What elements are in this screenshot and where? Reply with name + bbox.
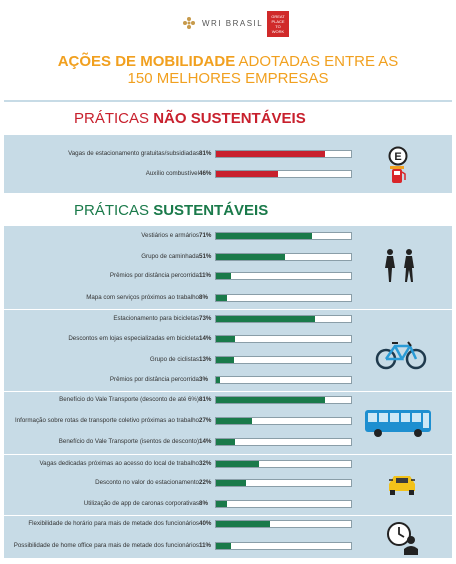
divider xyxy=(4,454,452,455)
clock-person-icon xyxy=(387,522,418,555)
bar-value-label: 14% xyxy=(199,335,212,342)
bar-track xyxy=(215,253,352,261)
bar-value-label: 11% xyxy=(199,272,212,279)
wri-logo: WRI BRASIL xyxy=(182,16,263,30)
fuel-pump-icon xyxy=(390,166,406,183)
bar-value-label: 71% xyxy=(199,232,212,239)
bar xyxy=(216,295,227,301)
bar-value-label: 11% xyxy=(199,542,212,549)
section-title-sustainable: PRÁTICAS SUSTENTÁVEIS xyxy=(74,202,269,219)
divider xyxy=(4,391,452,392)
bar-value-label: 13% xyxy=(199,356,212,363)
bar-track xyxy=(215,170,352,178)
bar-track xyxy=(215,315,352,323)
bar-track xyxy=(215,356,352,364)
bar xyxy=(216,461,260,467)
bar-label: Vagas dedicadas próximas ao acesso do lo… xyxy=(39,460,199,467)
page-title-line2: 150 MELHORES EMPRESAS xyxy=(127,70,329,87)
bar-label: Prêmios por distância percorrida xyxy=(109,272,199,279)
group-band-unsustainable xyxy=(4,135,452,193)
bar xyxy=(216,418,253,424)
bar xyxy=(216,543,231,549)
bar-label: Grupo de caminhada xyxy=(141,253,199,260)
bar-label: Auxílio combustível xyxy=(145,170,199,177)
bar-label: Estacionamento para bicicletas xyxy=(113,315,199,322)
bar-track xyxy=(215,294,352,302)
bar-label: Desconto no valor do estacionamento xyxy=(95,479,199,486)
bar-value-label: 8% xyxy=(199,500,208,507)
bar-value-label: 32% xyxy=(199,460,212,467)
bar-value-label: 40% xyxy=(199,520,212,527)
page-title-line1: AÇÕES DE MOBILIDADE ADOTADAS ENTRE AS xyxy=(57,53,399,70)
bar-label: Mapa com serviços próximos ao trabalho xyxy=(86,294,199,301)
bar-label: Descontos em lojas especializadas em bic… xyxy=(68,335,199,342)
section-title-unsustainable: PRÁTICAS NÃO SUSTENTÁVEIS xyxy=(74,110,306,127)
bar-track xyxy=(215,542,352,550)
bar-track xyxy=(215,396,352,404)
bar-track xyxy=(215,272,352,280)
gptw-badge: GREAT PLACE TO WORK xyxy=(267,11,289,37)
bar-value-label: 27% xyxy=(199,417,212,424)
bar-label: Possibilidade de home office para mais d… xyxy=(13,542,199,549)
bar-label: Informação sobre rotas de transporte col… xyxy=(14,417,199,424)
header: WRI BRASIL GREAT PLACE TO WORK xyxy=(4,0,452,100)
bar-track xyxy=(215,417,352,425)
bar xyxy=(216,151,326,157)
bar xyxy=(216,357,234,363)
wri-leaf-icon xyxy=(183,17,195,29)
car-icon xyxy=(389,476,415,495)
bar-value-label: 51% xyxy=(199,253,212,260)
walking-people-icon xyxy=(385,249,414,282)
parking-sign-icon: E xyxy=(388,146,408,166)
bar-track xyxy=(215,232,352,240)
bar-track xyxy=(215,520,352,528)
bar-value-label: 22% xyxy=(199,479,212,486)
bar-value-label: 46% xyxy=(199,170,212,177)
divider xyxy=(4,309,452,310)
bar-track xyxy=(215,150,352,158)
bar xyxy=(216,377,221,383)
bar-value-label: 81% xyxy=(199,150,212,157)
bar-label: Benefício do Vale Transporte (desconto d… xyxy=(59,396,199,403)
bar-track xyxy=(215,460,352,468)
bar xyxy=(216,397,326,403)
bar-track xyxy=(215,479,352,487)
bus-icon xyxy=(365,410,431,437)
bar xyxy=(216,439,235,445)
section-band-unsustainable-title xyxy=(4,102,452,135)
bar xyxy=(216,480,246,486)
brand-name: WRI BRASIL xyxy=(202,18,264,28)
bar xyxy=(216,501,227,507)
bar-value-label: 73% xyxy=(199,315,212,322)
bar-value-label: 8% xyxy=(199,294,208,301)
bar-label: Flexibilidade de horário para mais de me… xyxy=(28,520,199,527)
bar-label: Prêmios por distância percorrida xyxy=(109,376,199,383)
bar xyxy=(216,336,235,342)
bar-label: Benefício do Vale Transporte (isentos de… xyxy=(58,438,199,445)
bar-label: Vestiários e armários xyxy=(141,232,199,239)
bar-track xyxy=(215,335,352,343)
bar xyxy=(216,316,315,322)
divider xyxy=(4,515,452,516)
bar-label: Grupo de ciclistas xyxy=(149,356,199,363)
bar xyxy=(216,521,270,527)
bar-value-label: 81% xyxy=(199,396,212,403)
bicycle-icon xyxy=(375,341,427,370)
bar xyxy=(216,254,285,260)
bar-track xyxy=(215,376,352,384)
section-band-sustainable-title xyxy=(4,193,452,226)
bar-value-label: 3% xyxy=(199,376,208,383)
bar-track xyxy=(215,438,352,446)
bar-label: Vagas de estacionamento gratuitas/subsid… xyxy=(68,150,199,157)
bar xyxy=(216,171,279,177)
bar xyxy=(216,273,231,279)
bar xyxy=(216,233,312,239)
bar-track xyxy=(215,500,352,508)
bar-value-label: 14% xyxy=(199,438,212,445)
bar-label: Utilização de app de caronas corporativa… xyxy=(83,500,199,507)
svg-text:E: E xyxy=(394,151,401,163)
